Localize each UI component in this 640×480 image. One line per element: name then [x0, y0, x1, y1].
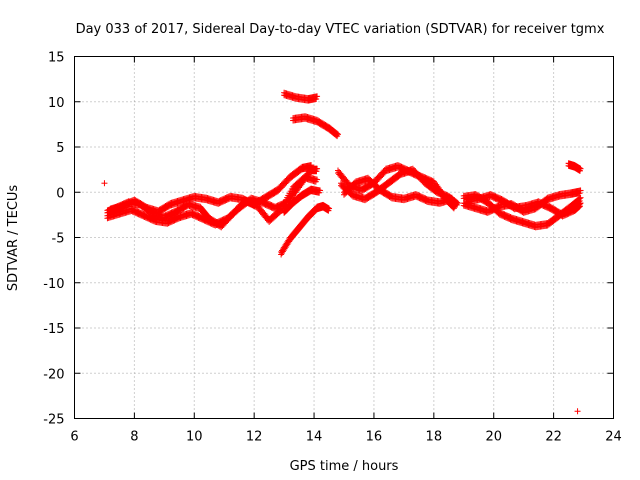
y-tick-label: -5: [52, 232, 65, 247]
x-tick-label: 22: [545, 430, 562, 445]
x-tick-label: 20: [485, 430, 502, 445]
y-axis-label: SDTVAR / TECUs: [6, 185, 21, 292]
y-tick-label: -25: [43, 413, 64, 428]
x-tick-label: 18: [426, 430, 443, 445]
data-point: [307, 164, 314, 171]
data-point: [574, 408, 581, 415]
tick-labels: 6 8 10 12 14 16 18 20 22 24 -25 -20 -15 -10 -5 0 5 10 15: [43, 51, 622, 445]
y-tick-label: -15: [43, 322, 64, 337]
y-tick-label: 0: [56, 186, 64, 201]
x-tick-label: 10: [186, 430, 203, 445]
data-point: [276, 209, 283, 216]
y-tick-label: -10: [43, 277, 64, 292]
data-point: [308, 162, 315, 169]
y-tick-label: -20: [43, 367, 64, 382]
y-tick-label: 15: [48, 51, 65, 66]
x-tick-label: 16: [366, 430, 383, 445]
data-point: [314, 165, 321, 172]
x-tick-label: 24: [605, 430, 622, 445]
data-point: [314, 93, 321, 100]
data-point: [314, 176, 321, 183]
data-point: [326, 205, 333, 212]
x-tick-label: 8: [130, 430, 138, 445]
data-point: [335, 131, 342, 138]
data-point: [313, 96, 320, 103]
x-tick-label: 12: [246, 430, 263, 445]
y-tick-label: 10: [48, 96, 65, 111]
y-tick-label: 5: [56, 141, 64, 156]
data-point: [101, 180, 108, 187]
x-tick-label: 14: [306, 430, 323, 445]
data-points: [101, 89, 584, 415]
data-point: [317, 187, 324, 194]
grid: [74, 56, 614, 419]
x-tick-label: 6: [70, 430, 78, 445]
chart-title: Day 033 of 2017, Sidereal Day-to-day VTE…: [76, 22, 605, 37]
x-axis-label: GPS time / hours: [290, 459, 399, 474]
